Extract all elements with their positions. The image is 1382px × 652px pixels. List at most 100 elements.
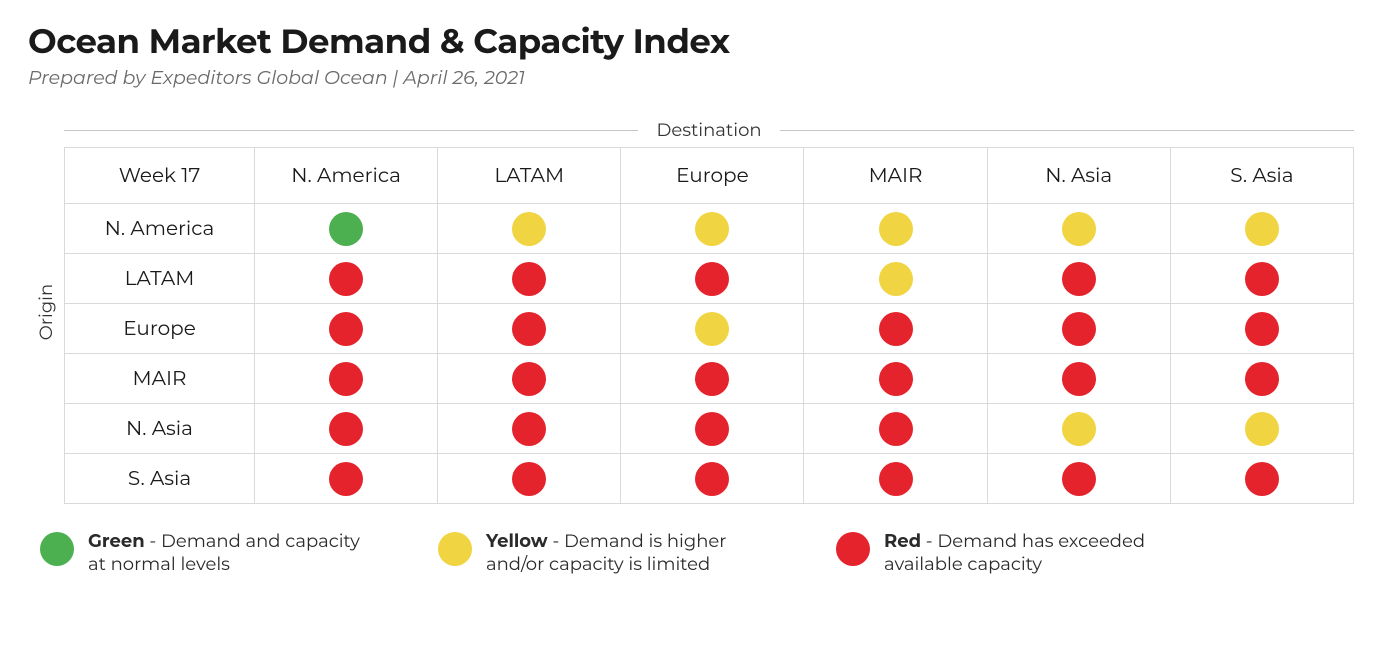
row-header: N. Asia — [65, 404, 255, 454]
status-dot-green — [329, 212, 363, 246]
matrix-row: LATAM — [65, 254, 1354, 304]
matrix-cell — [804, 354, 987, 404]
status-dot-red — [1245, 462, 1279, 496]
legend-dot-yellow — [438, 532, 472, 566]
column-header: LATAM — [438, 148, 621, 204]
status-dot-red — [879, 412, 913, 446]
matrix-wrapper: Origin Destination Week 17 N. AmericaLAT… — [28, 119, 1354, 504]
row-header: S. Asia — [65, 454, 255, 504]
column-header: Europe — [621, 148, 804, 204]
status-dot-red — [695, 412, 729, 446]
status-dot-red — [512, 262, 546, 296]
matrix-cell — [255, 204, 438, 254]
column-header: S. Asia — [1170, 148, 1353, 204]
legend-item-red: Red - Demand has exceeded available capa… — [836, 530, 1164, 577]
matrix-cell — [438, 454, 621, 504]
matrix-corner-cell: Week 17 — [65, 148, 255, 204]
status-dot-red — [879, 462, 913, 496]
matrix-cell — [438, 304, 621, 354]
status-dot-red — [512, 312, 546, 346]
legend: Green - Demand and capacity at normal le… — [28, 530, 1354, 577]
matrix-cell — [438, 204, 621, 254]
column-header: N. America — [255, 148, 438, 204]
status-dot-red — [1062, 462, 1096, 496]
row-header: MAIR — [65, 354, 255, 404]
status-dot-red — [879, 312, 913, 346]
row-header: N. America — [65, 204, 255, 254]
matrix-cell — [1170, 304, 1353, 354]
matrix-row: Europe — [65, 304, 1354, 354]
status-dot-yellow — [695, 212, 729, 246]
matrix-cell — [804, 204, 987, 254]
dest-rule-right — [780, 130, 1354, 131]
matrix-cell — [987, 254, 1170, 304]
status-dot-red — [1245, 312, 1279, 346]
status-dot-red — [329, 362, 363, 396]
legend-item-yellow: Yellow - Demand is higher and/or capacit… — [438, 530, 766, 577]
matrix-cell — [1170, 204, 1353, 254]
status-dot-red — [512, 362, 546, 396]
matrix-cell — [621, 354, 804, 404]
matrix-cell — [621, 404, 804, 454]
capacity-matrix-table: Week 17 N. AmericaLATAMEuropeMAIRN. Asia… — [64, 147, 1354, 504]
status-dot-yellow — [1245, 412, 1279, 446]
matrix-cell — [621, 454, 804, 504]
matrix-cell — [987, 304, 1170, 354]
status-dot-yellow — [1062, 412, 1096, 446]
row-header: LATAM — [65, 254, 255, 304]
status-dot-red — [329, 312, 363, 346]
destination-axis: Destination — [64, 119, 1354, 141]
legend-text: Green - Demand and capacity at normal le… — [88, 530, 368, 577]
matrix-cell — [804, 454, 987, 504]
matrix-cell — [987, 354, 1170, 404]
matrix-cell — [255, 354, 438, 404]
status-dot-red — [879, 362, 913, 396]
status-dot-red — [695, 462, 729, 496]
legend-text: Yellow - Demand is higher and/or capacit… — [486, 530, 766, 577]
matrix-cell — [438, 354, 621, 404]
status-dot-red — [512, 412, 546, 446]
status-dot-red — [695, 262, 729, 296]
page-subtitle: Prepared by Expeditors Global Ocean | Ap… — [28, 66, 1354, 89]
status-dot-yellow — [512, 212, 546, 246]
legend-dot-green — [40, 532, 74, 566]
matrix-cell — [255, 404, 438, 454]
matrix-cell — [1170, 404, 1353, 454]
matrix-cell — [1170, 254, 1353, 304]
status-dot-red — [695, 362, 729, 396]
matrix-cell — [804, 404, 987, 454]
status-dot-red — [1062, 312, 1096, 346]
matrix-cell — [438, 254, 621, 304]
legend-text: Red - Demand has exceeded available capa… — [884, 530, 1164, 577]
column-header: MAIR — [804, 148, 987, 204]
matrix-row: N. America — [65, 204, 1354, 254]
matrix-cell — [987, 204, 1170, 254]
status-dot-yellow — [695, 312, 729, 346]
dest-rule-left — [64, 130, 638, 131]
page-title: Ocean Market Demand & Capacity Index — [28, 20, 1354, 62]
status-dot-yellow — [879, 262, 913, 296]
status-dot-red — [329, 262, 363, 296]
matrix-cell — [804, 304, 987, 354]
matrix-row: N. Asia — [65, 404, 1354, 454]
matrix-cell — [1170, 354, 1353, 404]
status-dot-red — [1245, 262, 1279, 296]
matrix-cell — [438, 404, 621, 454]
matrix-cell — [255, 454, 438, 504]
status-dot-red — [1062, 262, 1096, 296]
status-dot-yellow — [1062, 212, 1096, 246]
matrix-cell — [987, 454, 1170, 504]
matrix-cell — [255, 254, 438, 304]
matrix-cell — [621, 204, 804, 254]
destination-axis-label: Destination — [638, 119, 779, 141]
row-header: Europe — [65, 304, 255, 354]
status-dot-red — [329, 462, 363, 496]
status-dot-yellow — [879, 212, 913, 246]
status-dot-red — [1062, 362, 1096, 396]
column-header: N. Asia — [987, 148, 1170, 204]
origin-axis: Origin — [28, 301, 64, 323]
matrix-cell — [1170, 454, 1353, 504]
status-dot-red — [512, 462, 546, 496]
status-dot-red — [329, 412, 363, 446]
status-dot-yellow — [1245, 212, 1279, 246]
